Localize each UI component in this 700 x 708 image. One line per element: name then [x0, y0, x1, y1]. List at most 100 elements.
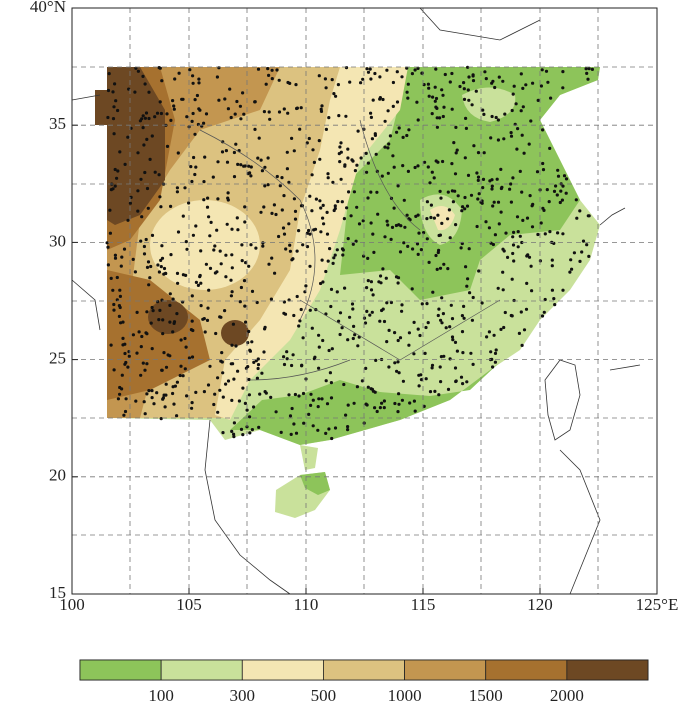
station-dot	[351, 242, 355, 246]
station-dot	[394, 223, 398, 228]
station-dot	[321, 203, 325, 207]
station-dot	[425, 217, 429, 221]
station-dot	[247, 329, 251, 334]
station-dot	[510, 108, 514, 113]
station-dot	[454, 151, 458, 155]
station-dot	[226, 379, 231, 383]
x-tick-label: 105	[176, 595, 202, 614]
station-dot	[278, 184, 282, 188]
station-dot	[501, 270, 505, 274]
station-dot	[324, 86, 328, 90]
station-dot	[504, 231, 508, 235]
station-dot	[515, 215, 520, 219]
station-dot	[299, 307, 303, 312]
y-tick-label: 20	[49, 466, 66, 485]
station-dot	[352, 324, 356, 328]
station-dot	[460, 314, 464, 318]
station-dot	[335, 248, 339, 252]
station-dot	[321, 338, 325, 343]
station-dot	[561, 232, 565, 236]
station-dot	[335, 290, 339, 294]
station-dot	[406, 96, 410, 100]
station-dot	[448, 357, 452, 361]
station-dot	[369, 190, 373, 194]
station-dot	[319, 109, 324, 113]
station-dot	[462, 97, 467, 101]
station-dot	[502, 137, 506, 141]
station-dot	[496, 138, 500, 142]
colorbar-label: 300	[230, 686, 256, 705]
station-dot	[203, 330, 207, 334]
station-dot	[325, 210, 329, 214]
station-dot	[391, 104, 395, 108]
station-dot	[185, 394, 189, 398]
station-dot	[426, 165, 430, 169]
station-dot	[120, 387, 124, 391]
station-dot	[176, 230, 181, 234]
station-dot	[160, 244, 164, 248]
station-dot	[578, 259, 582, 263]
station-dot	[365, 67, 369, 71]
station-dot	[280, 208, 284, 212]
station-dot	[194, 224, 198, 228]
station-dot	[351, 307, 355, 311]
station-dot	[290, 136, 294, 140]
station-dot	[370, 310, 374, 314]
station-dot	[339, 177, 343, 181]
station-dot	[150, 396, 154, 400]
station-dot	[454, 223, 458, 227]
station-dot	[183, 367, 187, 371]
station-dot	[199, 304, 203, 308]
station-dot	[387, 142, 391, 146]
station-dot	[148, 157, 152, 161]
station-dot	[223, 309, 227, 313]
station-dot	[423, 160, 427, 164]
station-dot	[442, 354, 446, 358]
station-dot	[353, 169, 357, 173]
station-dot	[150, 134, 154, 138]
station-dot	[191, 81, 195, 85]
station-dot	[256, 366, 260, 371]
station-dot	[448, 236, 452, 240]
station-dot	[221, 371, 225, 375]
station-dot	[398, 250, 403, 254]
station-dot	[190, 355, 195, 359]
station-dot	[126, 218, 130, 222]
station-dot	[446, 267, 450, 271]
station-dot	[317, 74, 321, 78]
station-dot	[225, 160, 230, 164]
station-dot	[236, 162, 240, 166]
station-dot	[243, 205, 247, 209]
station-dot	[330, 347, 334, 351]
station-dot	[217, 98, 221, 102]
station-dot	[454, 379, 458, 383]
station-dot	[438, 116, 442, 120]
station-dot	[385, 340, 389, 344]
station-dot	[175, 186, 179, 190]
station-dot	[590, 67, 595, 71]
station-dot	[317, 333, 321, 337]
station-dot	[395, 130, 399, 134]
station-dot	[465, 284, 469, 288]
station-dot	[270, 211, 274, 215]
station-dot	[455, 148, 459, 152]
station-dot	[453, 366, 458, 370]
station-dot	[252, 405, 256, 409]
station-dot	[203, 155, 207, 159]
station-dot	[570, 267, 574, 271]
station-dot	[229, 294, 233, 298]
station-dot	[162, 266, 167, 271]
station-dot	[425, 200, 429, 204]
station-dot	[401, 379, 405, 383]
station-dot	[243, 304, 247, 308]
station-dot	[324, 127, 328, 131]
station-dot	[142, 400, 146, 404]
station-dot	[146, 260, 151, 264]
coastline	[71, 7, 641, 595]
station-dot	[187, 356, 191, 360]
station-dot	[269, 297, 273, 301]
station-dot	[462, 316, 466, 320]
colorbar-label: 500	[311, 686, 337, 705]
station-dot	[219, 315, 223, 319]
station-dot	[350, 302, 355, 306]
